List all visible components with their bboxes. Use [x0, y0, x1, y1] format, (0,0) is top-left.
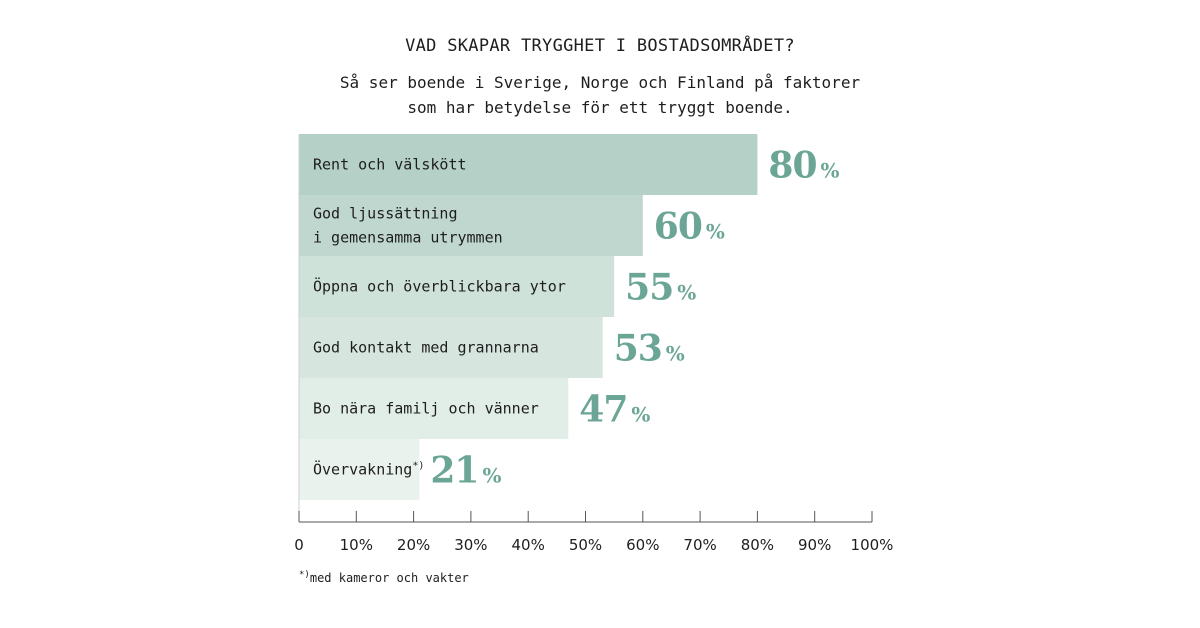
x-tick-label: 80% [741, 536, 774, 554]
data-label-unit: % [666, 342, 685, 366]
data-label: 80% [768, 145, 839, 187]
data-label-value: 55 [625, 267, 673, 309]
x-tick-label: 70% [683, 536, 716, 554]
data-label: 21% [430, 450, 501, 492]
bar-label: i gemensamma utrymmen [313, 229, 503, 247]
x-tick-label: 50% [569, 536, 602, 554]
bar [299, 378, 569, 439]
bar [299, 195, 643, 256]
bar-label: Övervakning*) [313, 460, 424, 479]
subtitle-line-2: som har betydelse för ett tryggt boende. [407, 98, 793, 117]
footnote-mark: *) [299, 570, 310, 580]
bar-label: Öppna och överblickbara ytor [313, 277, 566, 296]
x-tick-label: 100% [851, 536, 894, 554]
x-tick-label: 60% [626, 536, 659, 554]
bar-label: Rent och välskött [313, 156, 467, 174]
footnote-text: med kameror och vakter [309, 571, 469, 585]
bar [299, 256, 615, 317]
x-tick-label: 0 [294, 536, 304, 554]
bar-group: God ljussättning i gemensamma utrymmen 60% [299, 195, 725, 256]
data-label: 60% [654, 206, 725, 248]
data-label: 55% [625, 267, 696, 309]
x-tick-label: 40% [512, 536, 545, 554]
data-label-value: 60 [654, 206, 702, 248]
bar-group: Rent och välskött 80% [299, 134, 840, 195]
footnote: *)med kameror och vakter [299, 570, 469, 585]
bar-group: God kontakt med grannarna 53% [299, 317, 685, 378]
bar [299, 439, 420, 500]
data-label-unit: % [821, 159, 840, 183]
x-tick-label: 10% [340, 536, 373, 554]
data-label-unit: % [482, 464, 501, 488]
footnote-ref: *) [412, 461, 424, 472]
bar-group: Bo nära familj och vänner 47% [299, 378, 650, 439]
x-tick-label: 90% [798, 536, 831, 554]
bar [299, 134, 758, 195]
data-label-value: 53 [614, 328, 662, 370]
chart-subtitle: Så ser boende i Sverige, Norge och Finla… [0, 70, 1200, 120]
data-label: 47% [579, 389, 650, 431]
bars-group: Rent och välskött 80 % God ljussättning i ge… [299, 134, 840, 500]
x-tick-label: 30% [454, 536, 487, 554]
bar-label: God kontakt med grannarna [313, 339, 539, 357]
data-label-unit: % [631, 403, 650, 427]
subtitle-line-1: Så ser boende i Sverige, Norge och Finla… [339, 73, 861, 92]
data-label-unit: % [706, 220, 725, 244]
data-label-unit: % [677, 281, 696, 305]
bar-group: Övervakning*) 21% [299, 439, 501, 500]
data-label-value: 80 [768, 145, 816, 187]
x-tick-label: 20% [397, 536, 430, 554]
chart-title: VAD SKAPAR TRYGGHET I BOSTADSOMRÅDET? [405, 36, 795, 56]
bar [299, 317, 603, 378]
bar-label: God ljussättning [313, 205, 458, 223]
bar-group: Öppna och överblickbara ytor 55% [299, 256, 696, 317]
bar-label: Bo nära familj och vänner [313, 400, 539, 418]
data-label-value: 21 [430, 450, 478, 492]
data-label: 53% [614, 328, 685, 370]
x-axis: 0 10% 20% 30% 40% 50% 60% 70% 80% 90% 100% [294, 134, 893, 554]
data-label-value: 47 [579, 389, 627, 431]
